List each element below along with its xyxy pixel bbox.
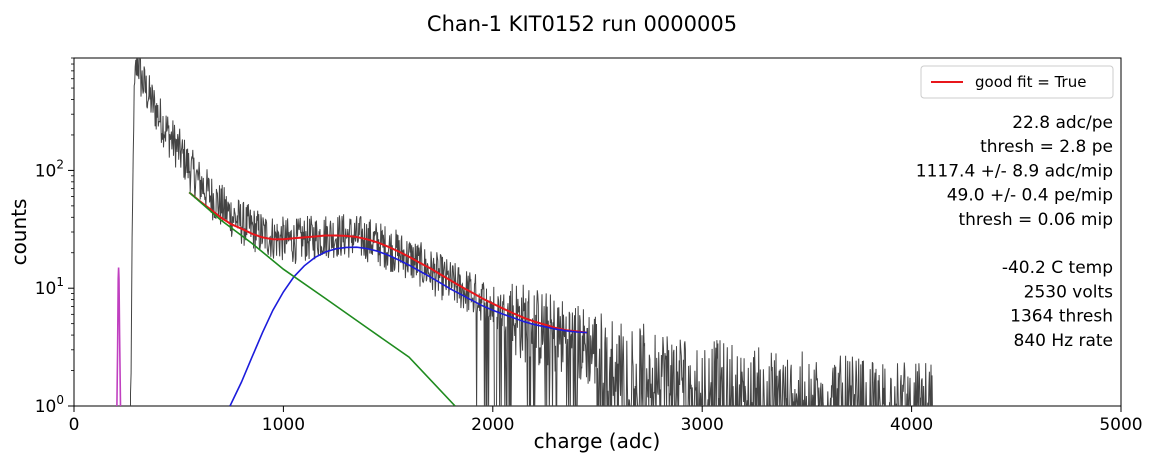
y-tick-exponent: 1: [56, 275, 64, 289]
y-tick-label: 102: [35, 157, 64, 181]
y-tick-exponent: 2: [56, 157, 64, 171]
annotation-block: 22.8 adc/pe thresh = 2.8 pe 1117.4 +/- 8.9…: [916, 113, 1113, 351]
series-component-2: [229, 246, 588, 406]
x-tick-label: 0: [69, 415, 80, 435]
x-tick-label: 5000: [1099, 415, 1142, 435]
annotation-line: 1364 thresh: [1010, 307, 1113, 327]
y-tick-base: 10: [35, 397, 57, 417]
series-component-3: [188, 191, 456, 406]
annotation-line: -40.2 C temp: [1002, 258, 1113, 278]
x-axis-label: charge (adc): [534, 429, 661, 453]
x-tick-label: 2000: [471, 415, 514, 435]
x-axis: 0 1000 2000 3000 4000 5000: [69, 406, 1143, 435]
annotation-line: 2530 volts: [1024, 282, 1114, 302]
annotation-line: thresh = 2.8 pe: [980, 137, 1113, 157]
y-tick-label: 101: [35, 275, 64, 299]
series-peak: [116, 267, 122, 406]
y-tick-base: 10: [35, 279, 57, 299]
chart-title: Chan-1 KIT0152 run 0000005: [427, 12, 737, 36]
legend-label-good-fit: good fit = True: [975, 73, 1086, 91]
series-fit: [188, 191, 588, 334]
y-axis-label: counts: [7, 199, 31, 266]
y-tick-exponent: 0: [56, 393, 64, 407]
legend: good fit = True: [920, 65, 1114, 99]
series-histogram: [130, 58, 933, 406]
annotation-line: 49.0 +/- 0.4 pe/mip: [947, 186, 1113, 206]
annotation-line: 1117.4 +/- 8.9 adc/mip: [916, 161, 1113, 181]
annotation-line: 22.8 adc/pe: [1012, 113, 1113, 133]
x-tick-label: 4000: [890, 415, 933, 435]
annotation-line: 840 Hz rate: [1014, 331, 1114, 351]
y-tick-label: 100: [35, 393, 64, 417]
annotation-line: thresh = 0.06 mip: [958, 210, 1113, 230]
y-tick-base: 10: [35, 161, 57, 181]
x-tick-label: 1000: [262, 415, 305, 435]
x-tick-label: 3000: [681, 415, 724, 435]
legend-box: [920, 65, 1114, 99]
series-layer: [116, 58, 933, 406]
